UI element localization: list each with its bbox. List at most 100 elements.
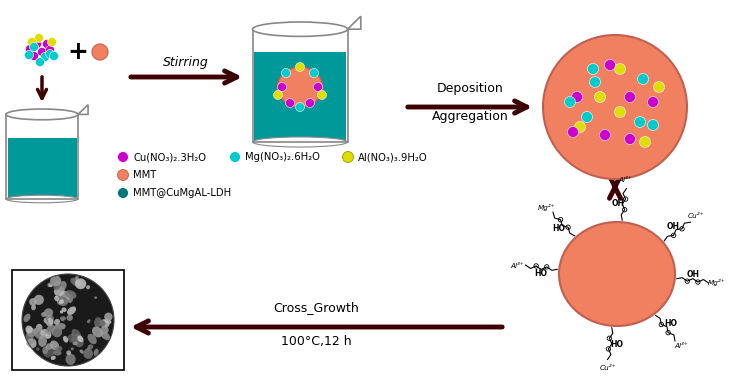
Ellipse shape	[77, 336, 83, 342]
Text: Al(NO₃)₃.9H₂O: Al(NO₃)₃.9H₂O	[358, 152, 427, 162]
Ellipse shape	[31, 305, 36, 310]
Circle shape	[565, 96, 576, 107]
Circle shape	[582, 111, 593, 123]
Ellipse shape	[33, 327, 39, 334]
Ellipse shape	[559, 222, 675, 326]
Text: HO: HO	[534, 269, 548, 278]
Ellipse shape	[51, 356, 56, 360]
Ellipse shape	[45, 332, 52, 339]
Ellipse shape	[71, 336, 77, 343]
Circle shape	[543, 35, 687, 179]
Polygon shape	[7, 138, 77, 198]
Ellipse shape	[50, 275, 61, 286]
Ellipse shape	[53, 280, 61, 290]
Circle shape	[24, 51, 33, 60]
Ellipse shape	[45, 318, 52, 327]
Text: Cu²⁺: Cu²⁺	[600, 365, 616, 371]
Ellipse shape	[32, 328, 36, 334]
Ellipse shape	[66, 354, 76, 365]
Ellipse shape	[29, 298, 37, 306]
Ellipse shape	[105, 319, 111, 324]
Ellipse shape	[100, 332, 110, 340]
Ellipse shape	[59, 299, 64, 304]
Circle shape	[41, 53, 49, 62]
Ellipse shape	[54, 325, 58, 329]
Ellipse shape	[75, 278, 86, 289]
Ellipse shape	[66, 315, 73, 321]
Text: Aggregation: Aggregation	[432, 110, 508, 123]
Circle shape	[615, 64, 626, 74]
Circle shape	[286, 98, 294, 107]
Ellipse shape	[86, 347, 91, 351]
Circle shape	[638, 74, 649, 85]
Ellipse shape	[49, 284, 53, 287]
Circle shape	[640, 136, 650, 147]
Ellipse shape	[252, 22, 348, 36]
Circle shape	[317, 91, 326, 100]
Text: Mg(NO₃)₂.6H₂O: Mg(NO₃)₂.6H₂O	[245, 152, 320, 162]
Ellipse shape	[104, 312, 112, 321]
Ellipse shape	[62, 298, 67, 304]
Circle shape	[49, 51, 58, 60]
Text: +: +	[68, 40, 89, 64]
Ellipse shape	[65, 290, 77, 299]
Ellipse shape	[41, 312, 46, 317]
Circle shape	[117, 187, 128, 198]
Text: Stirring: Stirring	[163, 56, 209, 69]
Polygon shape	[78, 105, 88, 114]
Circle shape	[604, 60, 615, 71]
Ellipse shape	[72, 334, 75, 336]
Ellipse shape	[55, 294, 59, 298]
Ellipse shape	[75, 276, 79, 280]
Ellipse shape	[66, 350, 71, 355]
Circle shape	[22, 274, 114, 366]
Ellipse shape	[52, 327, 62, 337]
Ellipse shape	[42, 347, 48, 354]
Ellipse shape	[61, 307, 66, 312]
Ellipse shape	[58, 296, 68, 306]
Ellipse shape	[57, 323, 66, 330]
Circle shape	[30, 42, 38, 51]
Ellipse shape	[30, 342, 36, 348]
Circle shape	[38, 47, 46, 56]
Text: OH: OH	[687, 270, 700, 279]
Circle shape	[295, 62, 305, 71]
Ellipse shape	[100, 319, 109, 328]
Ellipse shape	[92, 327, 103, 338]
Ellipse shape	[71, 347, 74, 350]
Ellipse shape	[53, 350, 61, 356]
Text: Cu²⁺: Cu²⁺	[688, 213, 704, 219]
Polygon shape	[254, 52, 346, 140]
Text: OH: OH	[611, 199, 624, 208]
Ellipse shape	[46, 343, 53, 350]
Ellipse shape	[58, 281, 66, 291]
FancyBboxPatch shape	[12, 270, 124, 370]
Circle shape	[281, 69, 291, 78]
Circle shape	[117, 169, 128, 180]
Ellipse shape	[54, 296, 59, 301]
Circle shape	[35, 58, 44, 67]
Ellipse shape	[38, 336, 47, 347]
Ellipse shape	[72, 329, 81, 339]
Circle shape	[599, 129, 610, 140]
Ellipse shape	[55, 346, 63, 352]
Ellipse shape	[27, 327, 35, 337]
Circle shape	[624, 91, 635, 102]
Circle shape	[26, 45, 35, 53]
Ellipse shape	[67, 334, 77, 343]
Ellipse shape	[46, 314, 54, 323]
Ellipse shape	[67, 307, 76, 315]
Text: HO: HO	[610, 340, 623, 349]
Circle shape	[92, 44, 108, 60]
Circle shape	[635, 116, 646, 127]
Circle shape	[27, 38, 36, 47]
Ellipse shape	[74, 279, 79, 284]
Text: Cross_Growth: Cross_Growth	[273, 301, 359, 314]
Ellipse shape	[94, 348, 99, 356]
Text: HO: HO	[664, 319, 677, 328]
Circle shape	[587, 64, 599, 74]
Text: Al³⁺: Al³⁺	[675, 343, 688, 349]
Circle shape	[30, 51, 38, 60]
Ellipse shape	[72, 334, 81, 342]
Ellipse shape	[24, 314, 30, 322]
